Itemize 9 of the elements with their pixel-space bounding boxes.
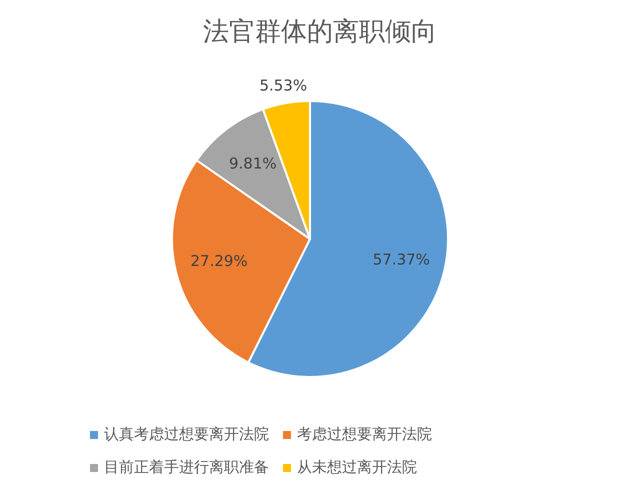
legend-label: 认真考虑过想要离开法院 — [104, 425, 269, 444]
legend-label: 目前正着手进行离职准备 — [104, 458, 269, 477]
legend-label: 从未想过离开法院 — [297, 458, 417, 477]
chart-title: 法官群体的离职倾向 — [202, 16, 438, 49]
data-label: 57.37% — [372, 250, 430, 268]
data-label: 5.53% — [259, 76, 308, 95]
legend-label: 考虑过想要离开法院 — [297, 425, 432, 444]
data-label: 27.29% — [190, 252, 248, 270]
data-label: 9.81% — [228, 154, 277, 173]
